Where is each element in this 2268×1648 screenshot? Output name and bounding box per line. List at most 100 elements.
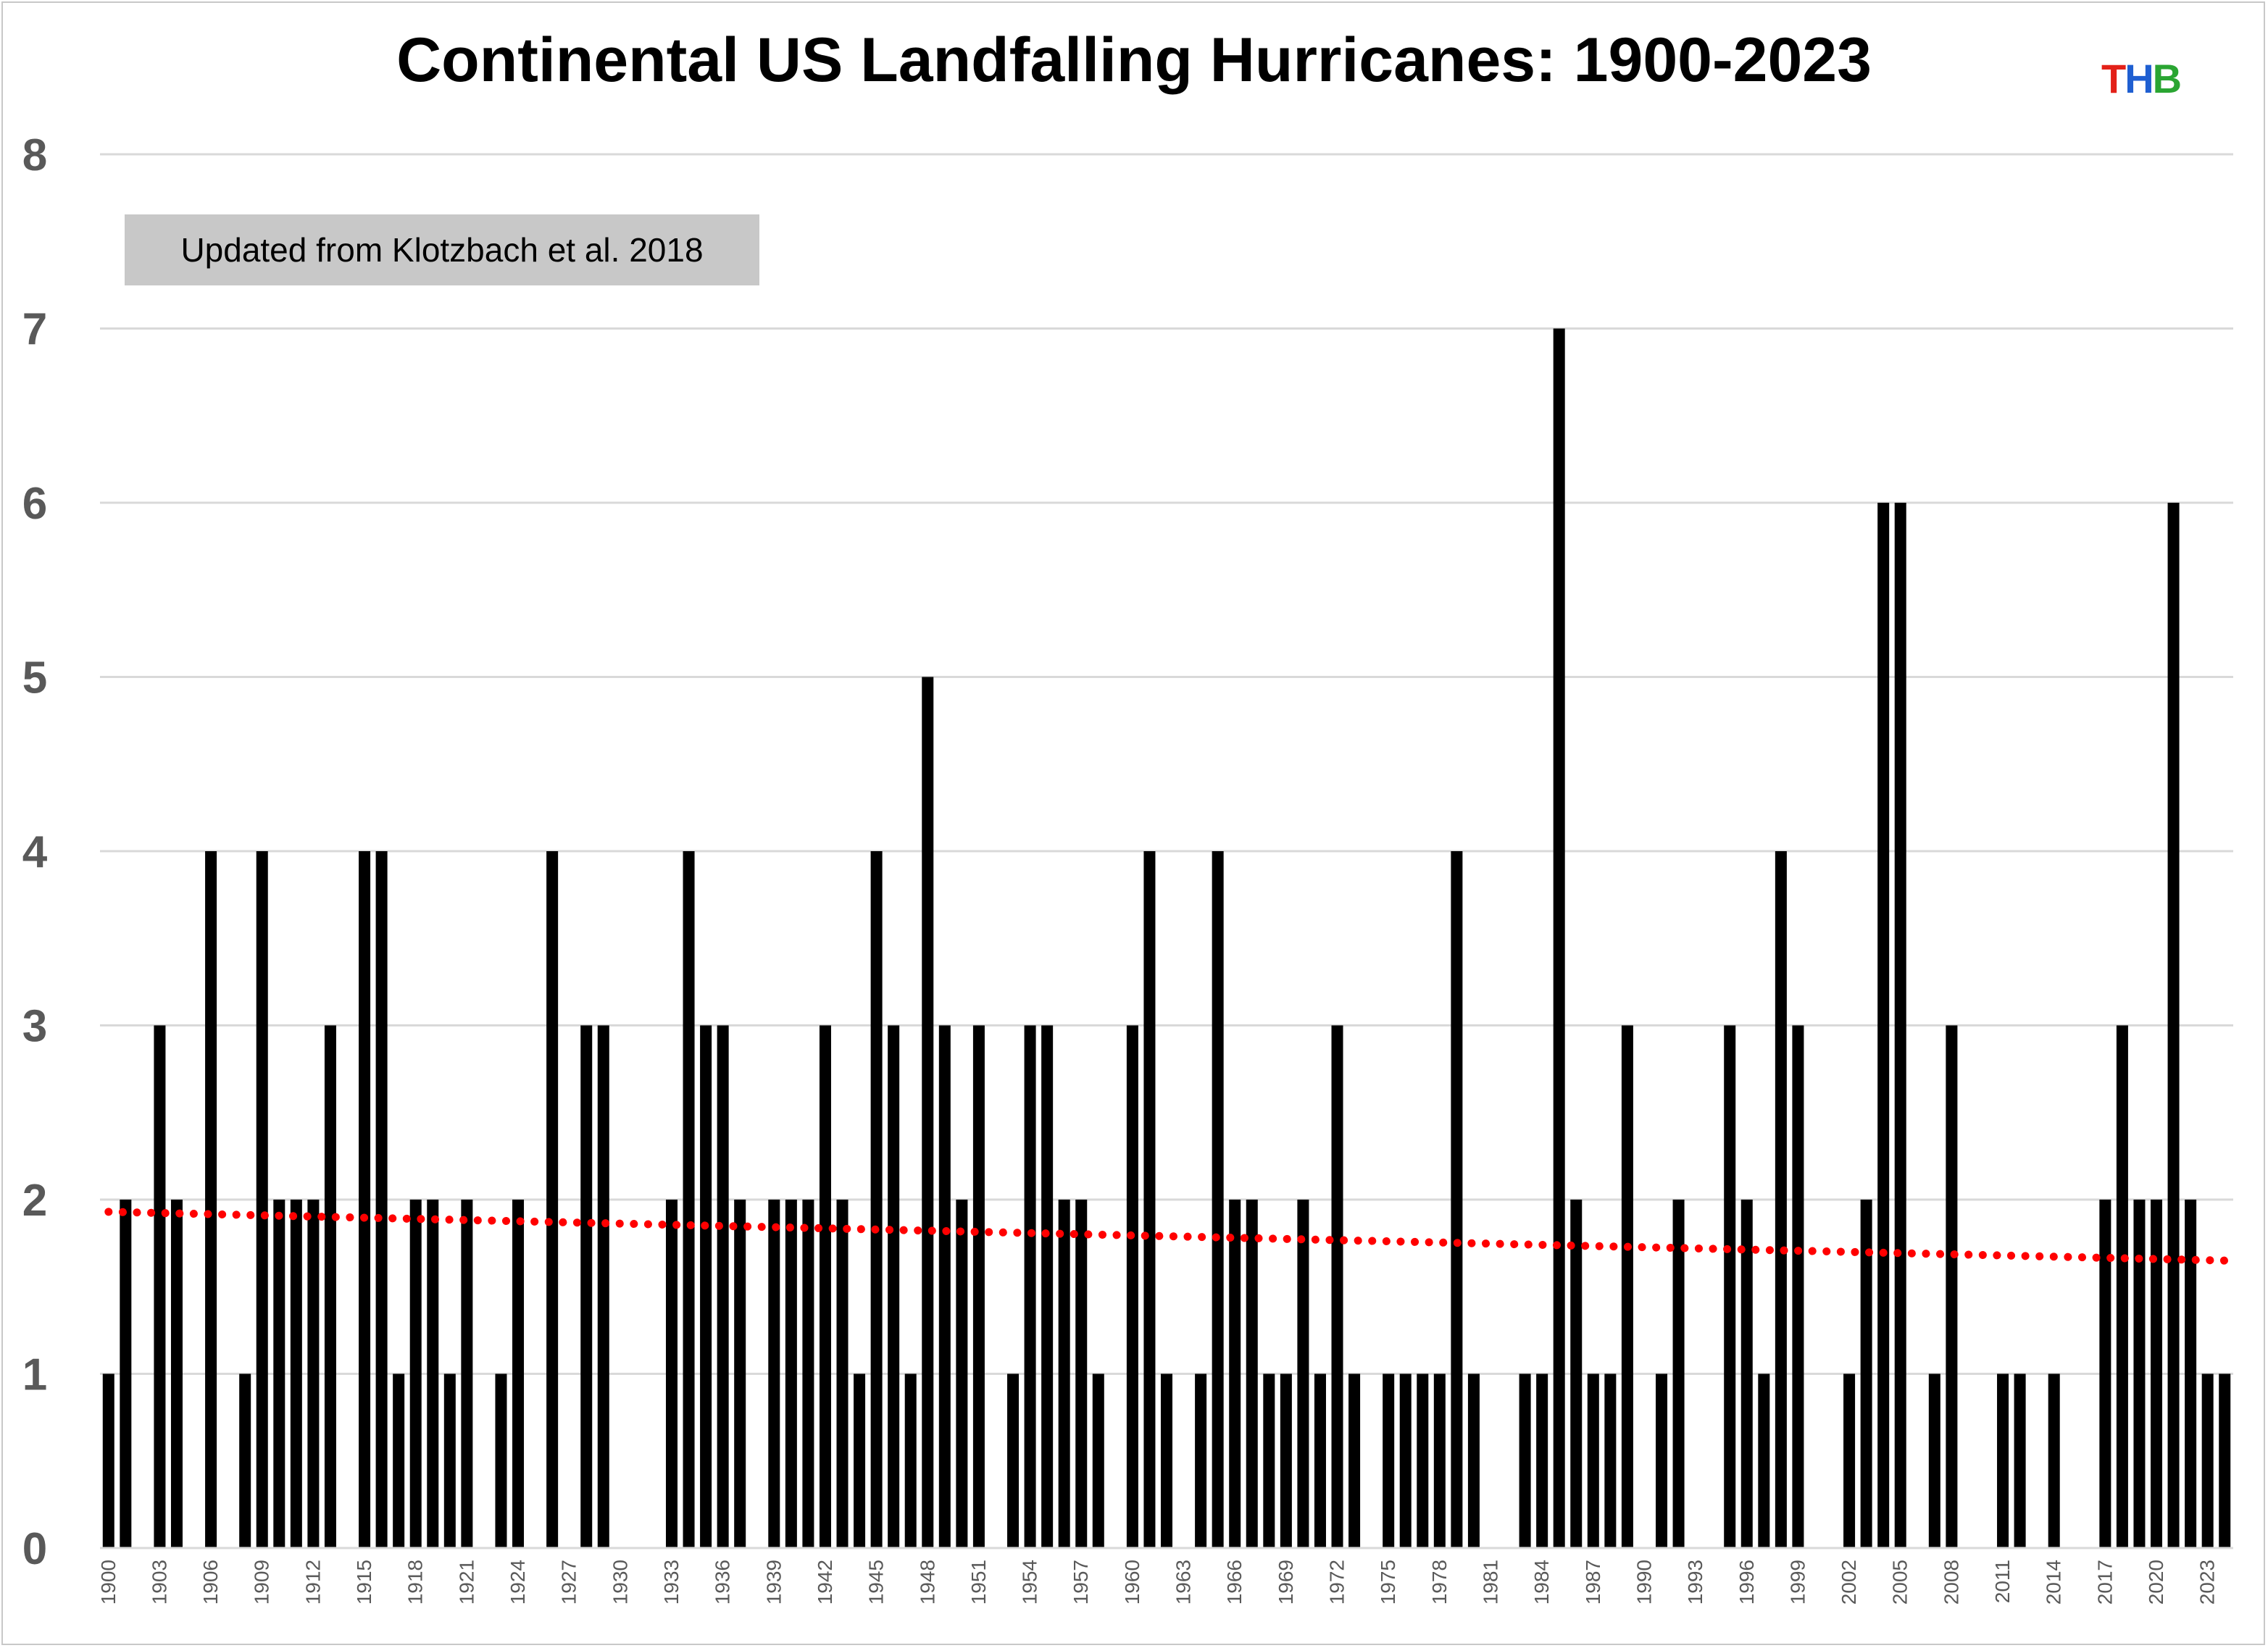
- bar-2008: [1946, 1025, 1958, 1548]
- bar-1921: [461, 1200, 473, 1548]
- x-tick-label: 1909: [251, 1560, 273, 1605]
- bar-1936: [717, 1025, 729, 1548]
- bar-1977: [1417, 1373, 1429, 1548]
- bar-1943: [836, 1200, 849, 1548]
- bar-2007: [1928, 1373, 1940, 1548]
- x-tick-label: 1945: [865, 1560, 888, 1605]
- bar-1918: [409, 1200, 422, 1548]
- bar-1986: [1570, 1200, 1583, 1548]
- bar-1972: [1331, 1025, 1343, 1548]
- x-tick-label: 2008: [1940, 1560, 1962, 1605]
- bar-2023: [2201, 1373, 2214, 1548]
- logo-letter-t: T: [2101, 56, 2126, 101]
- y-tick-label: 3: [22, 1002, 47, 1052]
- bar-1953: [1007, 1373, 1020, 1548]
- bar-1967: [1246, 1200, 1258, 1548]
- chart-title: Continental US Landfalling Hurricanes: 1…: [396, 25, 1872, 95]
- bar-2018: [2116, 1025, 2128, 1548]
- x-tick-label: 1990: [1633, 1560, 1655, 1605]
- bar-1962: [1160, 1373, 1173, 1548]
- trend-line-dotted: [104, 1208, 2229, 1265]
- bar-1937: [734, 1200, 746, 1548]
- bar-1917: [393, 1373, 405, 1548]
- bar-1960: [1126, 1025, 1138, 1548]
- bar-1969: [1280, 1373, 1292, 1548]
- bar-2004: [1877, 503, 1890, 1548]
- bar-1935: [700, 1025, 712, 1548]
- x-tick-label: 1921: [455, 1560, 478, 1605]
- x-tick-label: 1960: [1121, 1560, 1143, 1605]
- y-axis-tick-labels: 0 1 2 3 4 5 6 7 8: [22, 130, 48, 1574]
- x-tick-label: 1918: [404, 1560, 427, 1605]
- x-tick-label: 2014: [2043, 1560, 2065, 1605]
- bar-2005: [1894, 503, 1906, 1548]
- bar-1949: [938, 1025, 951, 1548]
- gridlines: [100, 153, 2233, 1375]
- x-tick-label: 1993: [1684, 1560, 1706, 1605]
- bar-1912: [307, 1200, 320, 1548]
- bar-1978: [1433, 1373, 1446, 1548]
- bar-1980: [1467, 1373, 1480, 1548]
- bar-1941: [802, 1200, 814, 1548]
- x-tick-label: 1903: [148, 1560, 170, 1605]
- bar-1961: [1143, 851, 1156, 1548]
- x-tick-label: 1906: [199, 1560, 222, 1605]
- x-tick-label: 1927: [558, 1560, 580, 1605]
- x-tick-label: 1924: [506, 1560, 529, 1605]
- bar-1909: [256, 851, 268, 1548]
- bar-1903: [154, 1025, 166, 1548]
- source-annotation: Updated from Klotzbach et al. 2018: [125, 214, 759, 285]
- bar-1939: [768, 1200, 780, 1548]
- y-tick-label: 7: [22, 305, 47, 355]
- x-tick-label: 1912: [301, 1560, 324, 1605]
- x-tick-label: 2011: [1991, 1560, 2014, 1603]
- bar-2019: [2133, 1200, 2146, 1548]
- x-tick-label: 1948: [916, 1560, 938, 1605]
- bar-1975: [1383, 1373, 1395, 1548]
- x-tick-label: 1996: [1735, 1560, 1758, 1605]
- y-tick-label: 4: [22, 827, 48, 877]
- logo-letter-b: B: [2152, 56, 2182, 101]
- bar-1985: [1553, 328, 1565, 1548]
- y-tick-label: 0: [22, 1524, 47, 1574]
- x-tick-label: 2017: [2093, 1560, 2116, 1605]
- bar-2017: [2099, 1200, 2111, 1548]
- bar-1995: [1724, 1025, 1736, 1548]
- bar-1951: [972, 1025, 985, 1548]
- x-axis-tick-labels: 1900 1903 1906 1909 1912 1915 1918 1921 1924 1927…: [97, 1560, 2219, 1605]
- bar-1945: [870, 851, 883, 1548]
- bar-2021: [2167, 503, 2180, 1548]
- x-tick-label: 1915: [353, 1560, 375, 1605]
- x-tick-label: 1900: [97, 1560, 120, 1605]
- bar-1923: [495, 1373, 507, 1548]
- bar-1944: [854, 1373, 866, 1548]
- x-tick-label: 1939: [762, 1560, 785, 1605]
- bar-1968: [1263, 1373, 1275, 1548]
- y-tick-label: 5: [22, 653, 47, 703]
- bar-1948: [922, 677, 934, 1548]
- bar-1911: [290, 1200, 302, 1548]
- bar-1942: [819, 1025, 831, 1548]
- bar-1958: [1092, 1373, 1104, 1548]
- bar-1919: [427, 1200, 439, 1548]
- bar-1999: [1792, 1025, 1804, 1548]
- x-tick-label: 1954: [1019, 1560, 1041, 1605]
- bar-1946: [888, 1025, 900, 1548]
- x-tick-label: 1978: [1428, 1560, 1451, 1605]
- x-tick-label: 2020: [2145, 1560, 2167, 1605]
- bar-1933: [665, 1200, 678, 1548]
- bar-1954: [1024, 1025, 1036, 1548]
- bar-2012: [2014, 1373, 2026, 1548]
- x-tick-label: 1981: [1479, 1560, 1501, 1605]
- x-tick-label: 1942: [814, 1560, 836, 1605]
- x-tick-label: 1969: [1275, 1560, 1297, 1605]
- bar-1900: [102, 1373, 114, 1548]
- bar-1926: [546, 851, 559, 1548]
- bars: [100, 328, 2233, 1549]
- bar-1965: [1212, 851, 1224, 1548]
- x-tick-label: 1987: [1582, 1560, 1604, 1605]
- bar-1983: [1519, 1373, 1531, 1548]
- x-tick-label: 1930: [609, 1560, 631, 1605]
- x-tick-label: 1936: [712, 1560, 734, 1605]
